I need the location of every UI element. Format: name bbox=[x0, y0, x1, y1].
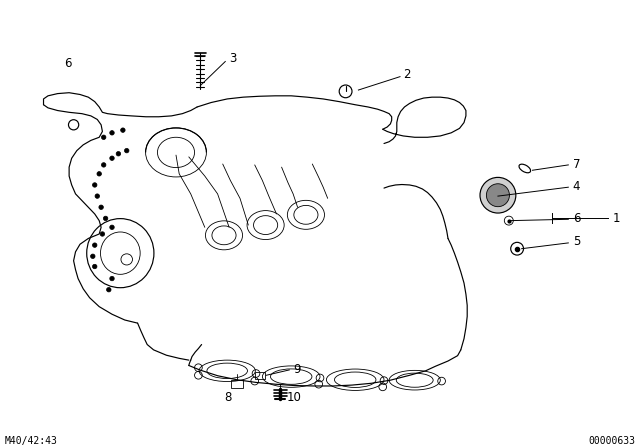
Circle shape bbox=[110, 130, 115, 135]
Circle shape bbox=[93, 264, 97, 269]
Circle shape bbox=[116, 151, 120, 156]
Bar bbox=[255, 372, 265, 379]
Text: M40/42:43: M40/42:43 bbox=[5, 436, 58, 446]
Text: 4: 4 bbox=[573, 180, 580, 193]
Circle shape bbox=[124, 148, 129, 153]
Circle shape bbox=[110, 225, 115, 229]
Bar bbox=[231, 380, 243, 388]
Circle shape bbox=[102, 163, 106, 167]
Text: 8: 8 bbox=[224, 391, 232, 404]
Text: 3: 3 bbox=[229, 52, 237, 65]
Circle shape bbox=[107, 288, 111, 292]
Circle shape bbox=[95, 194, 100, 198]
Circle shape bbox=[97, 172, 101, 176]
Circle shape bbox=[99, 205, 104, 210]
Circle shape bbox=[120, 128, 125, 132]
Circle shape bbox=[480, 177, 516, 213]
Text: 6: 6 bbox=[64, 57, 72, 70]
Text: 2: 2 bbox=[403, 69, 411, 82]
Text: 5: 5 bbox=[573, 235, 580, 248]
Text: 6: 6 bbox=[573, 212, 580, 225]
Circle shape bbox=[102, 135, 106, 139]
Text: 7: 7 bbox=[573, 158, 580, 171]
Circle shape bbox=[100, 232, 105, 236]
Circle shape bbox=[93, 243, 97, 247]
Circle shape bbox=[104, 216, 108, 220]
Circle shape bbox=[93, 183, 97, 187]
Circle shape bbox=[110, 156, 115, 160]
Text: 1: 1 bbox=[613, 212, 621, 225]
Circle shape bbox=[110, 276, 115, 281]
Circle shape bbox=[91, 254, 95, 258]
Text: 9: 9 bbox=[293, 362, 301, 375]
Text: 10: 10 bbox=[287, 391, 301, 404]
Circle shape bbox=[486, 184, 509, 207]
Text: 00000633: 00000633 bbox=[588, 436, 635, 446]
